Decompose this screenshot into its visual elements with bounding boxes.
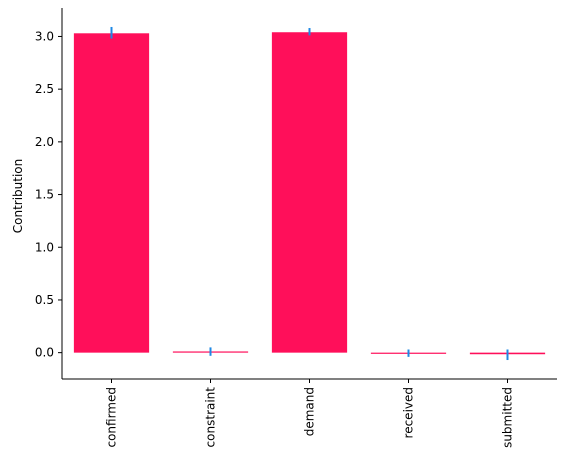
x-tick-label-submitted: submitted: [501, 387, 515, 448]
y-tick-label: 2.5: [35, 82, 54, 96]
x-tick-label-confirmed: confirmed: [105, 387, 119, 448]
x-tick-label-received: received: [402, 387, 416, 438]
y-tick-label: 1.5: [35, 188, 54, 202]
y-tick-label: 0.0: [35, 346, 54, 360]
y-tick-label: 1.0: [35, 240, 54, 254]
error-bars-layer: [110, 26, 509, 361]
y-tick-label: 2.0: [35, 135, 54, 149]
bars-layer: [73, 32, 546, 355]
x-tick-label-demand: demand: [303, 387, 317, 436]
y-tick-label: 0.5: [35, 293, 54, 307]
y-axis-title: Contribution: [11, 159, 25, 234]
x-ticks-layer: confirmed constraint demand received submitt…: [105, 379, 515, 448]
y-ticks-layer: 0.0 0.5 1.0 1.5 2.0 2.5 3.0: [35, 29, 62, 360]
y-tick-label: 3.0: [35, 29, 54, 43]
bar-confirmed: [73, 33, 150, 353]
bar-demand: [271, 32, 348, 353]
x-tick-label-constraint: constraint: [204, 387, 218, 448]
